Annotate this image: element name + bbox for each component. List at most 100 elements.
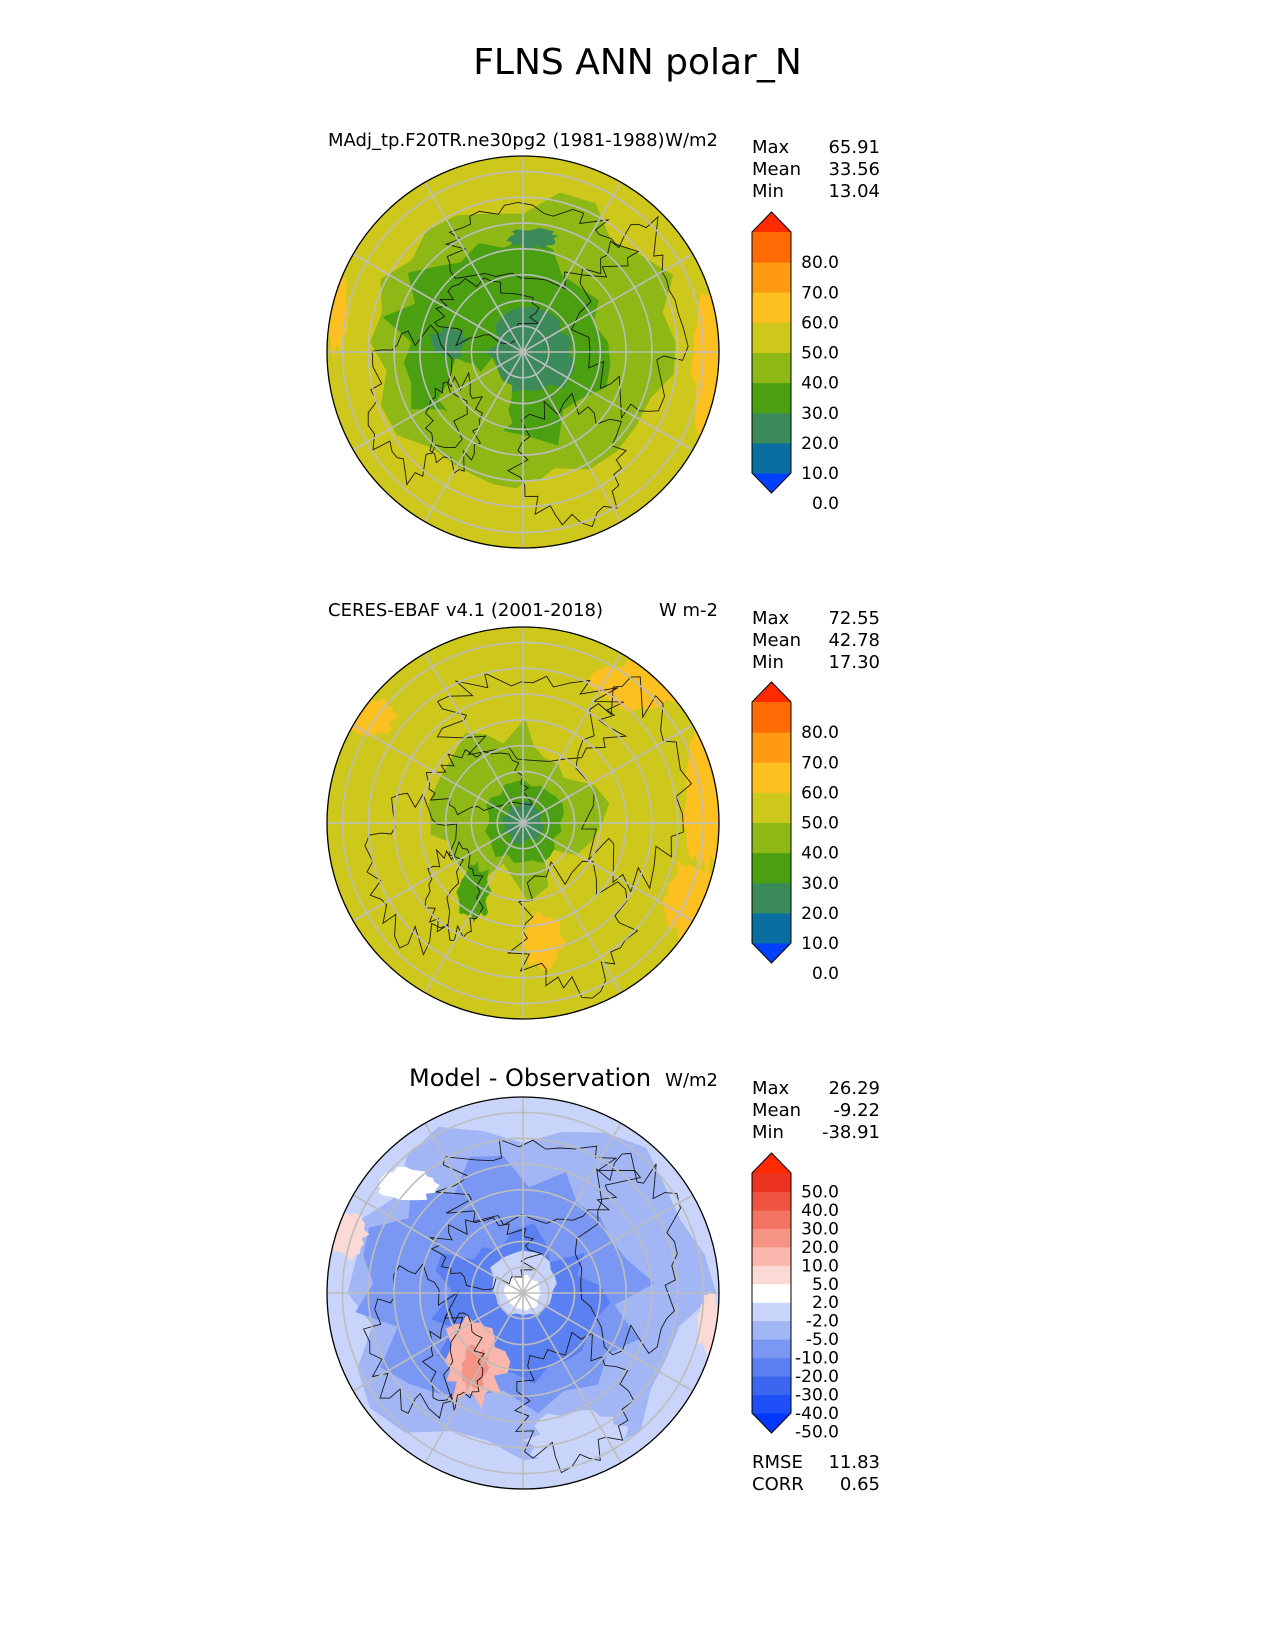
panel-1-stats: Max 65.91 Mean 33.56 Min 13.04 bbox=[752, 137, 880, 203]
metric-label: CORR bbox=[752, 1474, 804, 1495]
colorbar-tick-label: -10.0 bbox=[795, 1349, 839, 1369]
colorbar-tick-label: 70.0 bbox=[801, 753, 839, 773]
map-border bbox=[326, 1096, 720, 1490]
coastline bbox=[362, 1263, 464, 1419]
field-region bbox=[506, 228, 559, 249]
stat-label: Min bbox=[752, 181, 784, 202]
colorbar-segment bbox=[752, 732, 791, 763]
field-region bbox=[437, 357, 513, 464]
colorbar-tick-label: 60.0 bbox=[801, 313, 839, 333]
meridian-line bbox=[352, 253, 524, 353]
stat-value: 72.55 bbox=[828, 608, 880, 629]
colorbar-tick-label: 40.0 bbox=[801, 374, 839, 394]
colorbar-segment bbox=[752, 702, 791, 733]
panel-1-title: MAdj_tp.F20TR.ne30pg2 (1981-1988) bbox=[328, 130, 665, 151]
panel-3-metrics: RMSE 11.83 CORR 0.65 bbox=[752, 1452, 880, 1496]
panel-3-units: W/m2 bbox=[665, 1070, 718, 1091]
coastline bbox=[514, 1331, 635, 1474]
coastline bbox=[506, 392, 627, 528]
polar-map-2 bbox=[326, 626, 720, 1020]
colorbar-segment bbox=[752, 292, 791, 323]
colorbar-tick-label: 30.0 bbox=[801, 404, 839, 424]
colorbar-segment bbox=[752, 442, 791, 474]
colorbar-tick-label: -2.0 bbox=[806, 1312, 839, 1332]
colorbar-outline bbox=[751, 681, 792, 964]
meridian-line bbox=[522, 1194, 694, 1294]
colorbar-tick-label: 20.0 bbox=[801, 1238, 839, 1258]
stat-label: Mean bbox=[752, 159, 802, 180]
coastline bbox=[574, 1152, 681, 1356]
meridian-line bbox=[522, 351, 694, 451]
colorbar-segment bbox=[752, 822, 791, 854]
meridian-line bbox=[522, 253, 694, 353]
metric-value: 11.83 bbox=[828, 1452, 880, 1473]
coastline bbox=[364, 792, 464, 956]
colorbar-segment bbox=[752, 1339, 791, 1359]
coastline bbox=[421, 1308, 485, 1413]
panel-2-stats: Max 72.55 Mean 42.78 Min 17.30 bbox=[752, 608, 880, 674]
field-region bbox=[476, 480, 612, 548]
panel-3-title: Model - Observation bbox=[409, 1064, 652, 1092]
colorbar-1: 80.0 70.0 60.0 50.0 40.0 30.0 20.0 10.0 0.0 bbox=[751, 211, 839, 514]
colorbar-tick-label: 40.0 bbox=[801, 1201, 839, 1221]
meridian-line bbox=[522, 822, 622, 994]
coastline bbox=[424, 371, 484, 474]
stat-label: Mean bbox=[752, 1100, 802, 1121]
colorbar-tick-label: 10.0 bbox=[801, 464, 839, 484]
colorbar-tick-label: 50.0 bbox=[801, 344, 839, 364]
colorbar-3: 50.040.030.020.010.05.02.0-2.0-5.0-10.0-… bbox=[751, 1152, 839, 1442]
colorbar-tick-label: 80.0 bbox=[801, 253, 839, 273]
colorbar-segment bbox=[752, 262, 791, 293]
colorbar-segment bbox=[752, 1191, 791, 1211]
colorbar-segment bbox=[752, 1228, 791, 1248]
panel-2-title: CERES-EBAF v4.1 (2001-2018) bbox=[328, 600, 604, 621]
colorbar-segment bbox=[752, 352, 791, 384]
coastline bbox=[424, 840, 484, 942]
colorbar-segment bbox=[752, 1265, 791, 1285]
colorbar-outline bbox=[751, 211, 792, 494]
colorbar-segment bbox=[752, 1376, 791, 1396]
colorbar-2: 80.0 70.0 60.0 50.0 40.0 30.0 20.0 10.0 0.0 bbox=[751, 681, 839, 984]
map-border bbox=[326, 155, 720, 549]
colorbar-segment bbox=[752, 852, 791, 884]
metric-label: RMSE bbox=[752, 1452, 803, 1473]
colorbar-tick-label: -20.0 bbox=[795, 1367, 839, 1387]
meridian-line bbox=[424, 181, 524, 353]
map-border bbox=[326, 626, 720, 1020]
colorbar-tick-label: -5.0 bbox=[806, 1330, 839, 1350]
colorbar-segment bbox=[752, 912, 791, 944]
meridian-line bbox=[352, 724, 524, 824]
colorbar-tick-label: 70.0 bbox=[801, 283, 839, 303]
meridian-line bbox=[522, 1292, 622, 1464]
field-region bbox=[485, 307, 575, 393]
colorbar-max-extend bbox=[752, 1153, 791, 1173]
colorbar-segment bbox=[752, 382, 791, 414]
stat-value: -9.22 bbox=[833, 1100, 880, 1121]
colorbar-min-extend bbox=[752, 1413, 791, 1433]
stat-label: Mean bbox=[752, 630, 802, 651]
stat-value: 17.30 bbox=[828, 652, 880, 673]
colorbar-outline bbox=[751, 1152, 792, 1434]
colorbar-max-extend bbox=[752, 682, 791, 702]
colorbar-tick-label: 5.0 bbox=[812, 1275, 839, 1295]
meridian-line bbox=[424, 822, 524, 994]
colorbar-segment bbox=[752, 1173, 791, 1192]
meridian-line bbox=[522, 1292, 694, 1392]
colorbar-segment bbox=[752, 1283, 791, 1303]
colorbar-tick-label: 0.0 bbox=[812, 964, 839, 984]
stat-value: 42.78 bbox=[828, 630, 880, 651]
panel-3-stats: Max 26.29 Mean -9.22 Min -38.91 bbox=[752, 1078, 880, 1144]
coastline bbox=[433, 277, 540, 347]
field-region bbox=[377, 1166, 440, 1201]
colorbar-segment bbox=[752, 1394, 791, 1414]
meridian-line bbox=[352, 351, 524, 451]
meridian-line bbox=[352, 822, 524, 922]
stat-value: 65.91 bbox=[828, 137, 880, 158]
colorbar-segment bbox=[752, 1320, 791, 1340]
colorbar-segment bbox=[752, 1246, 791, 1266]
colorbar-segment bbox=[752, 1209, 791, 1229]
colorbar-tick-label: 50.0 bbox=[801, 814, 839, 834]
stat-label: Max bbox=[752, 608, 790, 629]
metric-value: 0.65 bbox=[839, 1474, 880, 1495]
meridian-line bbox=[522, 652, 622, 824]
